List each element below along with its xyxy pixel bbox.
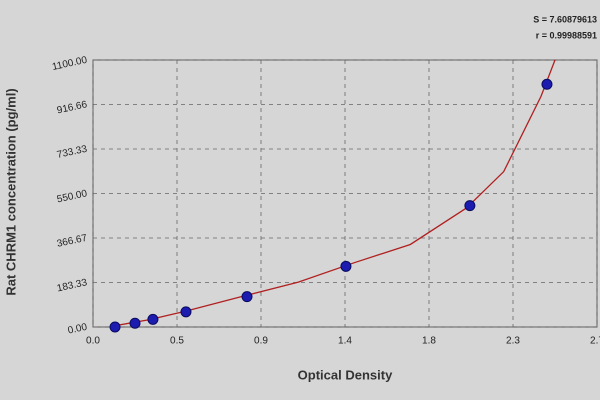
data-point [340, 260, 352, 272]
y-axis-title: Rat CHRM1 concentration (pg/ml) [3, 88, 18, 295]
data-point [464, 200, 476, 212]
data-point [180, 306, 192, 318]
stat-r: r = 0.99988591 [536, 30, 597, 40]
x-tick-label: 0.5 [170, 336, 184, 347]
data-point [129, 317, 141, 329]
data-point [147, 313, 159, 325]
x-axis-title: Optical Density [298, 367, 393, 382]
data-point [541, 78, 553, 90]
data-point [109, 321, 121, 333]
fit-curve [111, 59, 556, 327]
x-tick-label: 1.8 [422, 336, 436, 347]
y-tick-label: 0.00 [67, 322, 89, 337]
x-tick-label: 1.4 [338, 336, 352, 347]
stat-s: S = 7.60879613 [533, 14, 597, 24]
x-tick-label: 0.0 [86, 336, 100, 347]
x-tick-label: 0.9 [254, 336, 268, 347]
data-point [241, 291, 253, 303]
x-tick-label: 2.3 [506, 336, 520, 347]
x-tick-label: 2.7 [590, 336, 600, 347]
